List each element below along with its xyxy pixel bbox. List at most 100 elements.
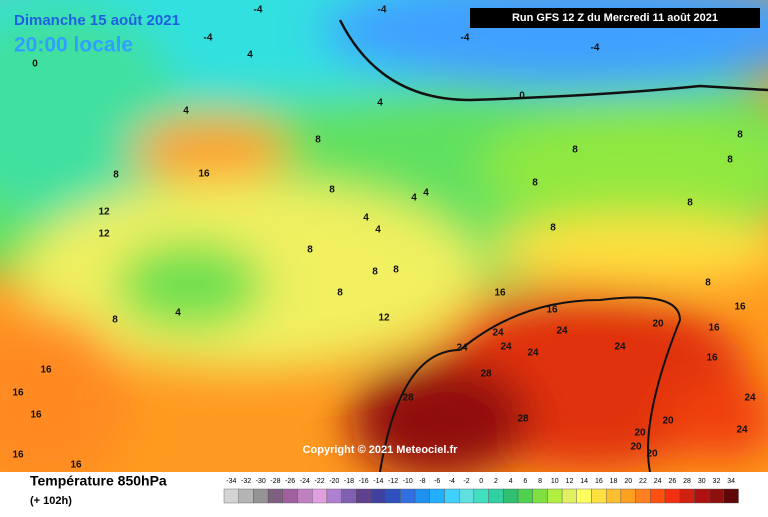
legend-tick-label: 34 (727, 478, 735, 485)
legend-tick-label: -8 (419, 478, 425, 485)
contour-label: 8 (112, 315, 118, 326)
legend-tick-label: -20 (329, 478, 339, 485)
contour-label: -4 (461, 33, 470, 44)
legend-swatch (547, 488, 563, 504)
contour-label: 24 (614, 342, 626, 353)
contour-label: 8 (727, 155, 733, 166)
legend-tick-label: 22 (639, 478, 647, 485)
legend: -34 -32 -30 -28 -26 -24 -22 -20 -18 -16 -14 -12 -10-… (223, 478, 739, 504)
legend-tick-label: -22 (314, 478, 324, 485)
legend-tick-label: 26 (668, 478, 676, 485)
lead-time: (+ 102h) (30, 495, 72, 507)
contour-label: 16 (546, 305, 558, 316)
contour-label: 8 (315, 135, 321, 146)
legend-tick-label: 6 (523, 478, 527, 485)
legend-swatch (253, 488, 269, 504)
legend-tick-label: -12 (388, 478, 398, 485)
contour-label: 20 (662, 416, 674, 427)
legend-swatch (488, 488, 504, 504)
contour-label: 20 (652, 319, 664, 330)
legend-tick-label: 8 (538, 478, 542, 485)
contour-label: 8 (113, 170, 119, 181)
legend-swatch (620, 488, 636, 504)
contour-label: 8 (687, 198, 693, 209)
legend-swatch (606, 488, 622, 504)
contour-label: 4 (423, 188, 429, 199)
legend-swatch (664, 488, 680, 504)
legend-tick-label: -26 (285, 478, 295, 485)
legend-tick-label: 30 (698, 478, 706, 485)
legend-tick-label: 16 (595, 478, 603, 485)
contour-label: 20 (634, 428, 646, 439)
contour-label: 28 (517, 414, 529, 425)
legend-swatch (503, 488, 519, 504)
contour-label: 4 (247, 50, 253, 61)
legend-swatch (532, 488, 548, 504)
contour-label: 8 (532, 178, 538, 189)
legend-swatch (326, 488, 342, 504)
contour-label: 4 (175, 308, 181, 319)
legend-tick-label: 2 (494, 478, 498, 485)
contour-label: 4 (377, 98, 383, 109)
contour-label: 8 (737, 130, 743, 141)
contour-label: 4 (363, 213, 369, 224)
legend-swatch (473, 488, 489, 504)
contour-label: 20 (630, 442, 642, 453)
contour-label: 24 (500, 342, 512, 353)
contour-label: 8 (550, 223, 556, 234)
legend-tick-label: 14 (580, 478, 588, 485)
legend-tick-label: -34 (226, 478, 236, 485)
legend-swatch (414, 488, 431, 504)
contour-label: 12 (98, 229, 110, 240)
contour-label: 28 (402, 393, 414, 404)
contour-label: 0 (32, 59, 38, 70)
legend-swatch (223, 488, 239, 504)
legend-tick-label: 4 (509, 478, 513, 485)
contour-label: 24 (556, 326, 568, 337)
legend-swatch (650, 488, 666, 504)
contour-label: -4 (591, 43, 600, 54)
legend-swatch (635, 488, 651, 504)
legend-swatch (267, 488, 284, 504)
contour-label: 16 (198, 169, 210, 180)
contour-label: 16 (494, 288, 506, 299)
contour-label: 12 (98, 207, 110, 218)
legend-tick-label: 0 (479, 478, 483, 485)
legend-tick-label: 32 (713, 478, 721, 485)
legend-swatch (370, 488, 386, 504)
legend-tick-label: -10 (403, 478, 413, 485)
legend-swatch (444, 488, 460, 504)
legend-swatch (723, 488, 739, 504)
legend-swatch (238, 488, 254, 504)
contour-label: 24 (492, 328, 504, 339)
contour-label: 24 (456, 343, 468, 354)
contour-label: 12 (378, 313, 390, 324)
legend-swatch (385, 488, 401, 504)
contour-label: 24 (527, 348, 539, 359)
contour-label: 16 (12, 450, 24, 461)
legend-tick-label: -4 (449, 478, 455, 485)
legend-tick-label: -14 (373, 478, 383, 485)
legend-tick-label: -32 (241, 478, 251, 485)
contour-label: 20 (646, 449, 658, 460)
legend-swatch (561, 488, 577, 504)
legend-swatch (297, 488, 313, 504)
legend-swatch (341, 488, 357, 504)
copyright: Copyright © 2021 Meteociel.fr (303, 444, 459, 456)
contour-label: 8 (393, 265, 399, 276)
contour-label: 8 (337, 288, 343, 299)
legend-swatch (591, 488, 607, 504)
contour-label: 8 (329, 185, 335, 196)
contour-label: -4 (254, 5, 263, 16)
legend-swatch (312, 488, 328, 504)
legend-swatch (459, 488, 475, 504)
contour-label: 16 (708, 323, 720, 334)
legend-tick-label: -28 (270, 478, 280, 485)
legend-swatch (282, 488, 298, 504)
legend-tick-label: 20 (624, 478, 632, 485)
contour-label: 4 (183, 106, 189, 117)
contour-label: 28 (480, 369, 492, 380)
legend-swatch (400, 488, 416, 504)
